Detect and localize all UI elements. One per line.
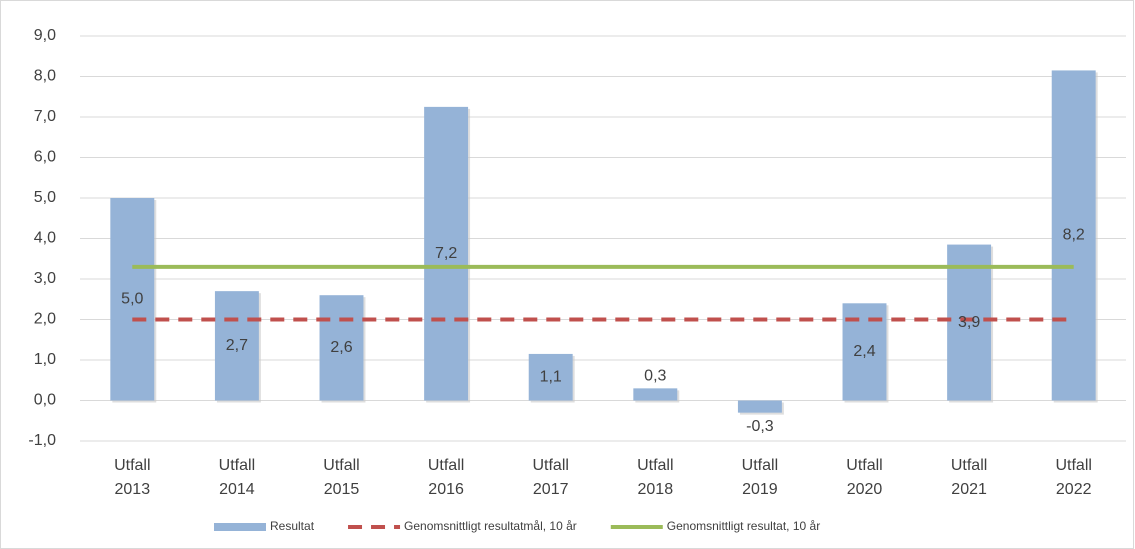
data-label: 7,2 (435, 245, 457, 262)
legend-label: Genomsnittligt resultat, 10 år (667, 519, 820, 533)
data-label: 2,7 (226, 337, 248, 354)
data-label: 3,9 (958, 314, 980, 331)
x-tick-label: Utfall 2020 (846, 457, 882, 498)
x-tick-label: Utfall 2015 (323, 457, 359, 498)
bar (947, 244, 992, 401)
x-tick-label: Utfall 2016 (428, 457, 464, 498)
y-tick-label: 9,0 (34, 27, 56, 44)
bar (633, 388, 678, 401)
x-tick-label: Utfall 2022 (1055, 457, 1091, 498)
y-tick-label: 7,0 (34, 108, 56, 125)
y-tick-label: 2,0 (34, 311, 56, 328)
data-label: 2,4 (853, 343, 875, 360)
data-label: 0,3 (644, 368, 666, 385)
data-label: 1,1 (540, 368, 562, 385)
bar (319, 295, 364, 401)
legend-label: Genomsnittligt resultatmål, 10 år (404, 519, 577, 533)
data-label: 5,0 (121, 290, 143, 307)
y-tick-label: 5,0 (34, 189, 56, 206)
legend-swatch (214, 523, 266, 531)
data-label: 2,6 (330, 339, 352, 356)
bar (214, 291, 259, 401)
data-label: -0,3 (746, 418, 774, 435)
bar (1051, 70, 1096, 401)
data-label: 8,2 (1063, 227, 1085, 244)
y-tick-label: 8,0 (34, 68, 56, 85)
bar (110, 198, 155, 401)
bar (737, 400, 782, 413)
y-tick-label: 1,0 (34, 351, 56, 368)
x-tick-label: Utfall 2021 (951, 457, 987, 498)
y-tick-label: 3,0 (34, 270, 56, 287)
x-tick-label: Utfall 2018 (637, 457, 673, 498)
y-tick-label: 0,0 (34, 392, 56, 409)
x-tick-label: Utfall 2019 (742, 457, 778, 498)
y-tick-label: 6,0 (34, 149, 56, 166)
legend-label: Resultat (270, 519, 315, 533)
y-tick-label: 4,0 (34, 230, 56, 247)
bar (528, 353, 573, 401)
x-tick-label: Utfall 2017 (532, 457, 568, 498)
x-tick-label: Utfall 2014 (219, 457, 255, 498)
x-tick-label: Utfall 2013 (114, 457, 150, 498)
bar (424, 106, 469, 401)
y-tick-label: -1,0 (28, 432, 56, 449)
